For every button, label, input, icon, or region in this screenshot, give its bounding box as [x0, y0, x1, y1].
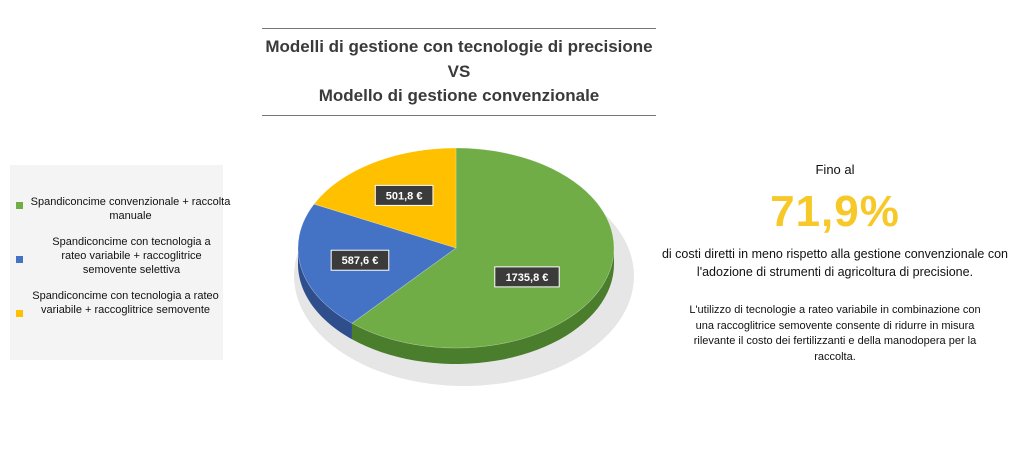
data-label-text: 587,6 € [342, 255, 379, 267]
pie-side-1 [298, 248, 352, 340]
highlight-note: L'utilizzo di tecnologie a rateo variabi… [689, 304, 981, 363]
legend-swatch-blue [16, 256, 23, 263]
legend-swatch-yellow [16, 310, 23, 317]
highlight-value: 71,9% [770, 187, 900, 236]
title-line-3: Modello di gestione convenzionale [318, 86, 600, 105]
highlight-description: di costi diretti in meno rispetto alla g… [661, 247, 1009, 279]
title-bottom-rule [262, 114, 656, 116]
data-label-box [494, 266, 560, 288]
data-label-text: 1735,8 € [506, 272, 549, 284]
legend-item: Spandiconcime con tecnologia a rateo var… [16, 289, 231, 317]
legend-item: Spandiconcime convenzionale + raccolta m… [16, 195, 231, 223]
title-line-1: Modelli di gestione con tecnologie di pr… [265, 37, 653, 56]
legend-background [10, 165, 223, 360]
pie-side-0 [351, 248, 614, 364]
pie-slice-0 [351, 147, 615, 349]
highlight-panel: Fino al 71,9% di costi diretti in meno r… [655, 158, 1015, 365]
legend-item: Spandiconcime con tecnologia a rateo var… [16, 235, 231, 277]
legend: Spandiconcime convenzionale + raccolta m… [16, 195, 231, 329]
data-label-box [374, 184, 434, 206]
data-label-2: 501,8 € [374, 184, 434, 206]
data-label-1: 587,6 € [330, 249, 390, 271]
highlight-intro: Fino al [815, 162, 855, 177]
data-label-box [330, 249, 390, 271]
chart-title-block: Modelli di gestione con tecnologie di pr… [262, 28, 656, 116]
data-label-0: 1735,8 € [494, 266, 560, 288]
title-top-rule [262, 28, 656, 29]
title-line-2: VS [447, 61, 471, 81]
legend-label: Spandiconcime con tecnologia a rateo var… [32, 290, 219, 316]
pie-chart: 1735,8 € 587,6 € 501,8 € [294, 147, 634, 386]
legend-label: Spandiconcime convenzionale + raccolta m… [30, 196, 231, 222]
chart-title: Modelli di gestione con tecnologie di pr… [262, 29, 656, 115]
legend-label: Spandiconcime con tecnologia a rateo var… [52, 236, 211, 276]
data-label-text: 501,8 € [386, 190, 423, 202]
legend-swatch-green [16, 202, 23, 209]
